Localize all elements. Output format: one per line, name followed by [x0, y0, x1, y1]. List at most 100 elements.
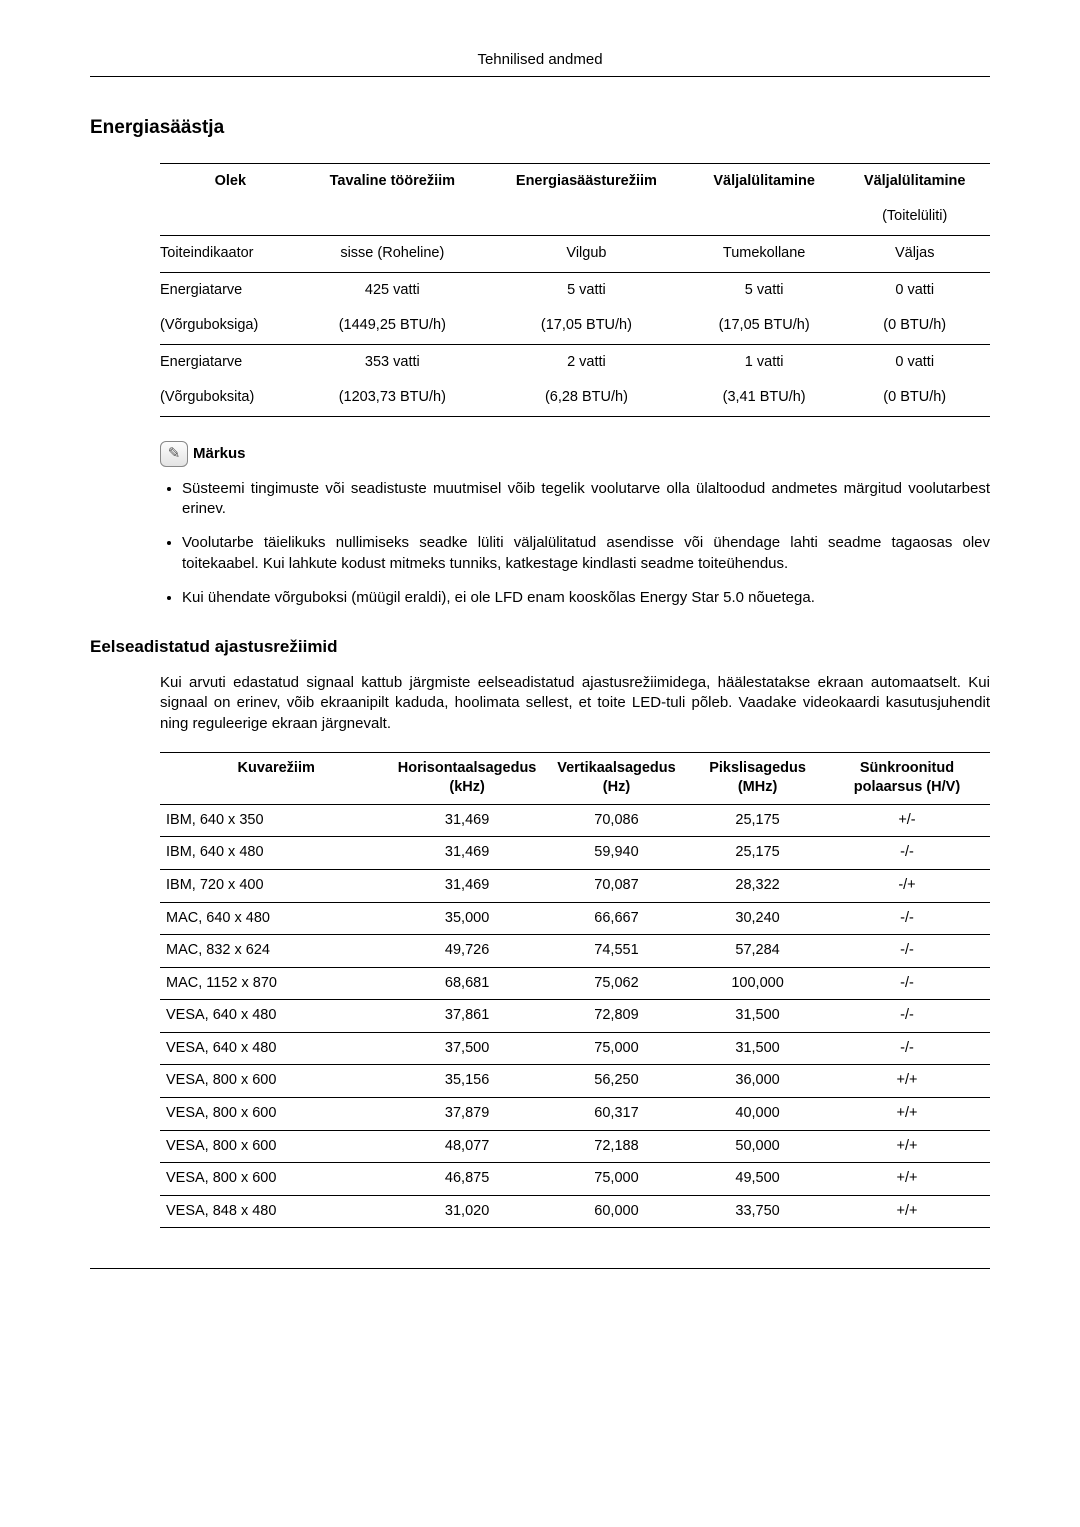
energy-col-off2: Väljalülitamine — [839, 163, 990, 199]
note-item: Kui ühendate võrguboksi (müügil eraldi),… — [182, 588, 990, 608]
timing-s: -/+ — [824, 870, 990, 903]
timing-h: 46,875 — [392, 1163, 541, 1196]
timing-h: 31,469 — [392, 870, 541, 903]
energy-cell: (0 BTU/h) — [839, 308, 990, 344]
timing-p: 40,000 — [691, 1097, 824, 1130]
timing-v: 70,087 — [542, 870, 691, 903]
timing-mode: MAC, 832 x 624 — [160, 935, 392, 968]
timing-mode: IBM, 720 x 400 — [160, 870, 392, 903]
energy-cell: Tumekollane — [689, 236, 840, 273]
timing-v: 56,250 — [542, 1065, 691, 1098]
energy-row-label: Energiatarve — [160, 344, 301, 380]
timing-s: +/+ — [824, 1195, 990, 1228]
timing-p: 25,175 — [691, 804, 824, 837]
energy-cell: (0 BTU/h) — [839, 380, 990, 416]
timing-s: +/+ — [824, 1130, 990, 1163]
timing-p: 25,175 — [691, 837, 824, 870]
timing-h: 31,469 — [392, 804, 541, 837]
energy-cell: 353 vatti — [301, 344, 484, 380]
timing-s: +/- — [824, 804, 990, 837]
timing-v: 72,809 — [542, 1000, 691, 1033]
timing-col-p: Pikslisagedus (MHz) — [691, 752, 824, 804]
energy-cell: Väljas — [839, 236, 990, 273]
energy-cell: 425 vatti — [301, 272, 484, 308]
energy-cell: (6,28 BTU/h) — [484, 380, 689, 416]
note-list: Süsteemi tingimuste või seadistuste muut… — [160, 479, 990, 608]
timing-s: -/- — [824, 837, 990, 870]
note-label: Märkus — [193, 444, 246, 464]
timing-v: 70,086 — [542, 804, 691, 837]
page-header: Tehnilised andmed — [90, 50, 990, 77]
energy-cell: (17,05 BTU/h) — [484, 308, 689, 344]
timing-p: 50,000 — [691, 1130, 824, 1163]
timing-intro: Kui arvuti edastatud signaal kattub järg… — [160, 673, 990, 734]
note-item: Voolutarbe täielikuks nullimiseks seadke… — [182, 533, 990, 574]
energy-row-label: (Võrguboksita) — [160, 380, 301, 416]
energy-cell: (1449,25 BTU/h) — [301, 308, 484, 344]
energy-row-label: Toiteindikaator — [160, 236, 301, 273]
timing-p: 31,500 — [691, 1032, 824, 1065]
energy-cell: Vilgub — [484, 236, 689, 273]
timing-row: IBM, 640 x 48031,46959,94025,175-/- — [160, 837, 990, 870]
timing-s: -/- — [824, 1032, 990, 1065]
energy-subheader-last: (Toitelüliti) — [839, 199, 990, 235]
timing-h: 48,077 — [392, 1130, 541, 1163]
energy-cell: 0 vatti — [839, 272, 990, 308]
timing-p: 31,500 — [691, 1000, 824, 1033]
timing-col-v: Vertikaalsagedus (Hz) — [542, 752, 691, 804]
energy-cell: (1203,73 BTU/h) — [301, 380, 484, 416]
timing-mode: VESA, 640 x 480 — [160, 1000, 392, 1033]
energy-cell: 5 vatti — [484, 272, 689, 308]
timing-p: 33,750 — [691, 1195, 824, 1228]
timing-col-mode: Kuvarežiim — [160, 752, 392, 804]
timing-s: -/- — [824, 902, 990, 935]
timing-h: 37,879 — [392, 1097, 541, 1130]
timing-row: VESA, 640 x 48037,50075,00031,500-/- — [160, 1032, 990, 1065]
energy-col-normal: Tavaline töörežiim — [301, 163, 484, 199]
timing-row: IBM, 720 x 40031,46970,08728,322-/+ — [160, 870, 990, 903]
energy-cell: sisse (Roheline) — [301, 236, 484, 273]
timing-row: VESA, 640 x 48037,86172,80931,500-/- — [160, 1000, 990, 1033]
timing-row: MAC, 1152 x 87068,68175,062100,000-/- — [160, 967, 990, 1000]
timing-mode: IBM, 640 x 350 — [160, 804, 392, 837]
energy-col-olek: Olek — [160, 163, 301, 199]
timing-s: -/- — [824, 967, 990, 1000]
timing-mode: MAC, 1152 x 870 — [160, 967, 392, 1000]
timing-table: Kuvarežiim Horisontaalsagedus (kHz) Vert… — [160, 752, 990, 1228]
energy-cell: (3,41 BTU/h) — [689, 380, 840, 416]
timing-v: 59,940 — [542, 837, 691, 870]
energy-table: Olek Tavaline töörežiim Energiasäästurež… — [160, 163, 990, 417]
timing-h: 37,861 — [392, 1000, 541, 1033]
timing-p: 28,322 — [691, 870, 824, 903]
footer-rule — [90, 1268, 990, 1269]
timing-mode: VESA, 800 x 600 — [160, 1130, 392, 1163]
timing-s: +/+ — [824, 1097, 990, 1130]
timing-mode: VESA, 800 x 600 — [160, 1163, 392, 1196]
timing-h: 31,469 — [392, 837, 541, 870]
timing-v: 74,551 — [542, 935, 691, 968]
note-item: Süsteemi tingimuste või seadistuste muut… — [182, 479, 990, 520]
timing-row: VESA, 800 x 60048,07772,18850,000+/+ — [160, 1130, 990, 1163]
energy-cell: (17,05 BTU/h) — [689, 308, 840, 344]
timing-h: 31,020 — [392, 1195, 541, 1228]
timing-row: MAC, 832 x 62449,72674,55157,284-/- — [160, 935, 990, 968]
timing-p: 49,500 — [691, 1163, 824, 1196]
timing-s: -/- — [824, 1000, 990, 1033]
timing-s: +/+ — [824, 1163, 990, 1196]
timing-v: 60,000 — [542, 1195, 691, 1228]
timing-v: 75,000 — [542, 1032, 691, 1065]
timing-mode: MAC, 640 x 480 — [160, 902, 392, 935]
energy-col-off1: Väljalülitamine — [689, 163, 840, 199]
timing-row: VESA, 800 x 60037,87960,31740,000+/+ — [160, 1097, 990, 1130]
timing-h: 35,156 — [392, 1065, 541, 1098]
timing-h: 37,500 — [392, 1032, 541, 1065]
timing-s: -/- — [824, 935, 990, 968]
timing-v: 75,000 — [542, 1163, 691, 1196]
note-icon: ✎ — [160, 441, 188, 467]
timing-row: VESA, 800 x 60035,15656,25036,000+/+ — [160, 1065, 990, 1098]
note-heading: ✎ Märkus — [160, 441, 990, 467]
timing-mode: VESA, 800 x 600 — [160, 1097, 392, 1130]
timing-s: +/+ — [824, 1065, 990, 1098]
timing-col-h: Horisontaalsagedus (kHz) — [392, 752, 541, 804]
timing-h: 68,681 — [392, 967, 541, 1000]
